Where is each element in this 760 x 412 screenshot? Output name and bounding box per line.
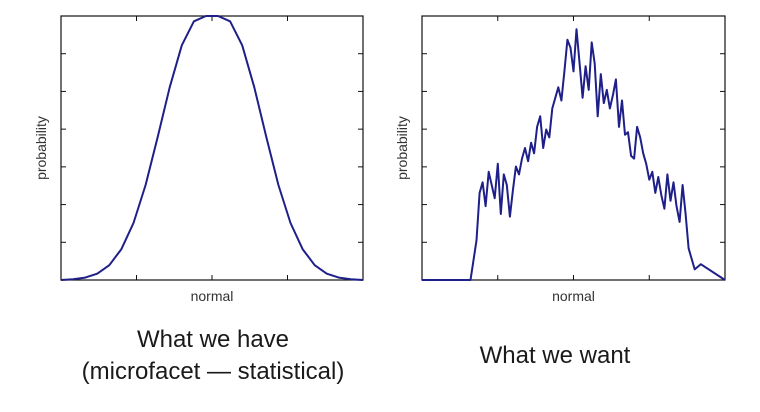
right-plot-frame: [421, 15, 726, 281]
right-series-line: [422, 28, 726, 281]
right-y-axis-label: probability: [394, 116, 410, 180]
left-chart: normal probability: [33, 15, 364, 304]
left-y-axis-label: probability: [33, 116, 49, 180]
right-chart: normal probability: [394, 15, 726, 304]
left-caption-line-1: What we have: [136, 326, 290, 353]
left-caption-line-2: (microfacet — statistical): [81, 358, 345, 385]
left-caption: What we have (microfacet — statistical): [0, 324, 426, 388]
left-x-axis-label: normal: [191, 288, 234, 304]
right-x-axis-label: normal: [552, 288, 595, 304]
left-plot-frame: [60, 15, 364, 281]
right-chart-panel: normal probability What we want: [380, 0, 760, 412]
left-series-line: [60, 15, 364, 281]
right-caption: What we want: [479, 342, 631, 369]
left-chart-panel: normal probability What we have (microfac…: [33, 15, 364, 385]
